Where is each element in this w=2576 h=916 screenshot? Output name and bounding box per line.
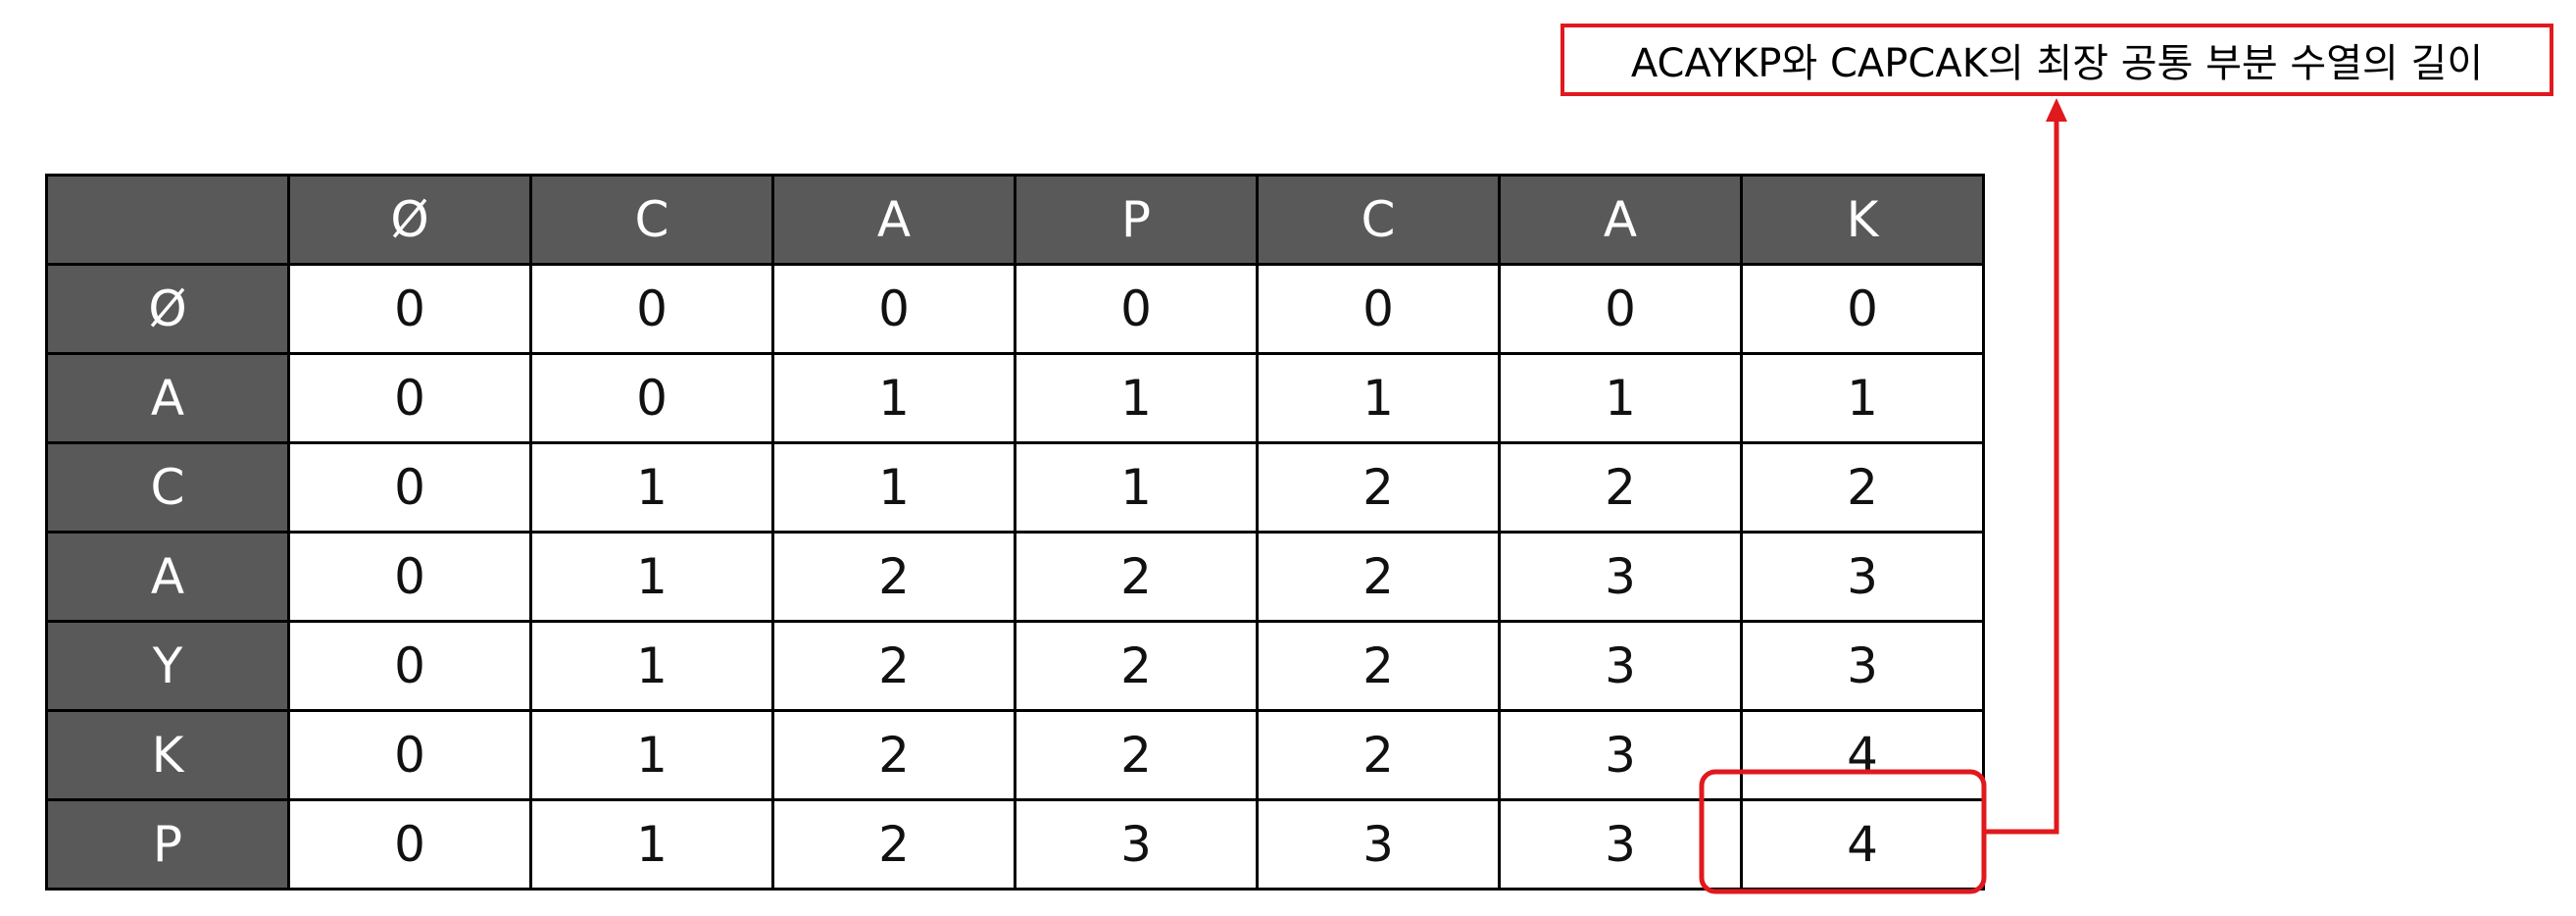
table-cell: 2 [771,531,1016,623]
row-header: A [45,352,290,444]
arrow-connector [1984,116,2059,835]
table-cell: 0 [1498,263,1743,355]
table-cell: 1 [529,441,774,534]
table-cell: 0 [287,352,532,444]
lcs-length-caption: ACAYKP와 CAPCAK의 최장 공통 부분 수열의 길이 [1560,24,2553,96]
table-cell: 2 [1256,531,1501,623]
table-cell: 0 [1256,263,1501,355]
caption-text: ACAYKP와 CAPCAK의 최장 공통 부분 수열의 길이 [1630,41,2484,86]
table-cell: 1 [529,798,774,891]
table-cell: 1 [771,352,1016,444]
table-cell: 1 [1740,352,1985,444]
table-cell: 3 [1740,531,1985,623]
table-row: Ø 0 0 0 0 0 0 0 [45,263,1985,355]
table-cell: 0 [287,709,532,801]
table-cell: 0 [529,352,774,444]
row-header: P [45,798,290,891]
column-header-empty: Ø [287,174,532,266]
table-cell: 3 [1256,798,1501,891]
table-row: P 0 1 2 3 3 3 4 [45,798,1985,891]
row-header: Ø [45,263,290,355]
table-cell: 2 [771,709,1016,801]
table-cell: 1 [529,531,774,623]
table-cell: 2 [1014,531,1259,623]
table-cell: 2 [1740,441,1985,534]
table-row: A 0 1 2 2 2 3 3 [45,531,1985,623]
table-cell: 3 [1740,620,1985,712]
table-cell: 2 [771,798,1016,891]
arrowhead-icon [2046,98,2067,122]
row-header: K [45,709,290,801]
column-header-c2: C [1256,174,1501,266]
table-cell: 1 [1014,441,1259,534]
table-cell: 0 [1740,263,1985,355]
column-header-a2: A [1498,174,1743,266]
table-cell: 3 [1498,531,1743,623]
lcs-dp-table: Ø C A P C A K Ø 0 0 0 0 0 0 0 A 0 0 1 1 … [45,174,1985,891]
table-cell: 3 [1498,798,1743,891]
table-cell: 1 [1256,352,1501,444]
table-cell: 0 [287,620,532,712]
table-cell: 0 [287,531,532,623]
table-cell: 2 [1014,709,1259,801]
table-cell: 0 [287,441,532,534]
row-header: C [45,441,290,534]
table-cell: 0 [1014,263,1259,355]
table-row: C 0 1 1 1 2 2 2 [45,441,1985,534]
table-cell: 0 [287,798,532,891]
table-cell: 1 [771,441,1016,534]
table-cell: 3 [1498,709,1743,801]
table-cell: 4 [1740,709,1985,801]
column-header-p: P [1014,174,1259,266]
column-header-a: A [771,174,1016,266]
table-cell: 2 [1256,709,1501,801]
result-cell: 4 [1740,798,1985,891]
row-header: Y [45,620,290,712]
table-cell: 1 [1498,352,1743,444]
table-row: K 0 1 2 2 2 3 4 [45,709,1985,801]
header-row: Ø C A P C A K [45,174,1985,266]
table-cell: 1 [529,709,774,801]
column-header-k: K [1740,174,1985,266]
table-cell: 0 [529,263,774,355]
column-header-c: C [529,174,774,266]
table-cell: 1 [529,620,774,712]
table-cell: 2 [1256,441,1501,534]
table-cell: 2 [771,620,1016,712]
table-cell: 1 [1014,352,1259,444]
row-header: A [45,531,290,623]
table-cell: 2 [1498,441,1743,534]
table-cell: 3 [1498,620,1743,712]
table-row: Y 0 1 2 2 2 3 3 [45,620,1985,712]
table-cell: 2 [1256,620,1501,712]
table-cell: 3 [1014,798,1259,891]
table-cell: 2 [1014,620,1259,712]
table-row: A 0 0 1 1 1 1 1 [45,352,1985,444]
table-cell: 0 [287,263,532,355]
corner-cell [45,174,290,266]
table-cell: 0 [771,263,1016,355]
